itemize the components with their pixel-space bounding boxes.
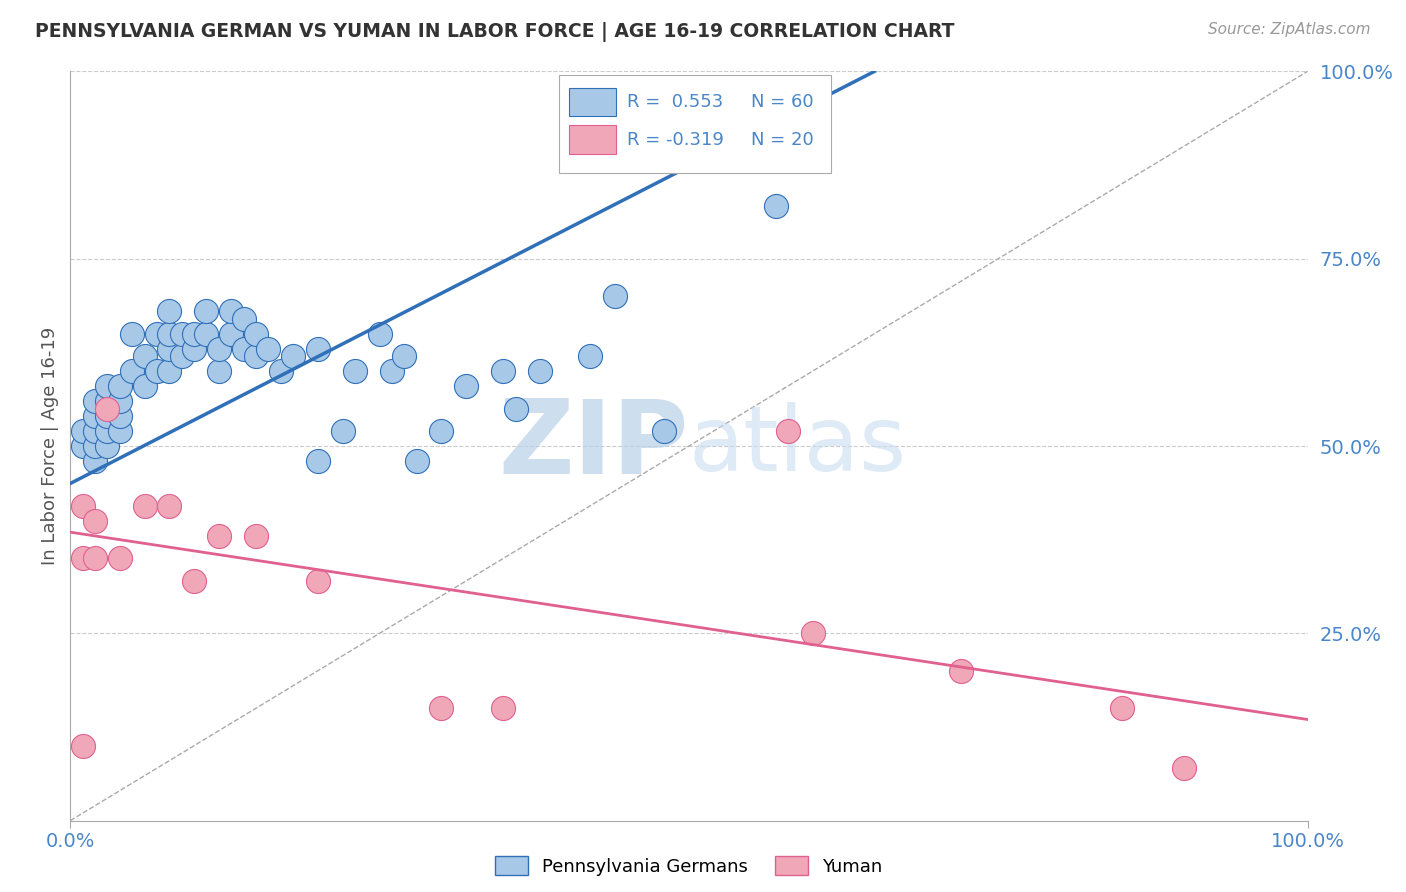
Point xyxy=(157,326,180,341)
Point xyxy=(72,424,94,438)
Point xyxy=(219,304,242,318)
Point xyxy=(108,424,131,438)
Point xyxy=(281,349,304,363)
Point xyxy=(245,349,267,363)
Point xyxy=(84,439,107,453)
Point xyxy=(84,424,107,438)
Text: N = 20: N = 20 xyxy=(751,130,814,149)
Point xyxy=(72,739,94,753)
Point xyxy=(492,364,515,378)
Point xyxy=(183,326,205,341)
Point xyxy=(84,514,107,528)
Point xyxy=(270,364,292,378)
Point xyxy=(430,701,453,715)
Point xyxy=(96,379,118,393)
Text: N = 60: N = 60 xyxy=(751,93,814,112)
Point xyxy=(492,701,515,715)
Point xyxy=(1173,761,1195,775)
Point xyxy=(529,364,551,378)
Legend: Pennsylvania Germans, Yuman: Pennsylvania Germans, Yuman xyxy=(488,849,890,883)
Point xyxy=(579,349,602,363)
Point xyxy=(505,401,527,416)
Point xyxy=(146,364,169,378)
Point xyxy=(157,364,180,378)
Point xyxy=(96,439,118,453)
Point xyxy=(307,342,329,356)
Point xyxy=(307,574,329,588)
Point xyxy=(84,394,107,409)
Text: atlas: atlas xyxy=(689,402,907,490)
Point xyxy=(307,454,329,468)
Point xyxy=(157,342,180,356)
Point xyxy=(170,326,193,341)
Point xyxy=(232,311,254,326)
Point xyxy=(195,304,218,318)
FancyBboxPatch shape xyxy=(569,125,616,153)
Point xyxy=(652,424,675,438)
Point xyxy=(765,199,787,213)
Text: PENNSYLVANIA GERMAN VS YUMAN IN LABOR FORCE | AGE 16-19 CORRELATION CHART: PENNSYLVANIA GERMAN VS YUMAN IN LABOR FO… xyxy=(35,22,955,42)
Point xyxy=(84,551,107,566)
Point xyxy=(208,364,231,378)
Point xyxy=(343,364,366,378)
Point xyxy=(134,349,156,363)
Point xyxy=(257,342,280,356)
Point xyxy=(394,349,416,363)
Point xyxy=(183,574,205,588)
Point xyxy=(108,379,131,393)
Y-axis label: In Labor Force | Age 16-19: In Labor Force | Age 16-19 xyxy=(41,326,59,566)
FancyBboxPatch shape xyxy=(560,75,831,172)
Point xyxy=(232,342,254,356)
Point xyxy=(368,326,391,341)
FancyBboxPatch shape xyxy=(569,87,616,116)
Point xyxy=(801,626,824,640)
Point xyxy=(170,349,193,363)
Point xyxy=(219,326,242,341)
Point xyxy=(96,409,118,423)
Point xyxy=(245,326,267,341)
Point xyxy=(134,499,156,513)
Point xyxy=(108,409,131,423)
Point xyxy=(72,499,94,513)
Point xyxy=(381,364,404,378)
Point xyxy=(208,529,231,543)
Point xyxy=(72,439,94,453)
Point xyxy=(96,401,118,416)
Point xyxy=(96,424,118,438)
Point xyxy=(121,364,143,378)
Point xyxy=(456,379,478,393)
Text: Source: ZipAtlas.com: Source: ZipAtlas.com xyxy=(1208,22,1371,37)
Point xyxy=(245,529,267,543)
Point xyxy=(776,424,799,438)
Text: R = -0.319: R = -0.319 xyxy=(627,130,724,149)
Point xyxy=(108,551,131,566)
Point xyxy=(208,342,231,356)
Point xyxy=(108,394,131,409)
Point xyxy=(430,424,453,438)
Point xyxy=(157,499,180,513)
Text: R =  0.553: R = 0.553 xyxy=(627,93,723,112)
Text: ZIP: ZIP xyxy=(499,395,689,497)
Point xyxy=(332,424,354,438)
Point xyxy=(96,394,118,409)
Point xyxy=(183,342,205,356)
Point xyxy=(134,379,156,393)
Point xyxy=(84,454,107,468)
Point xyxy=(121,326,143,341)
Point xyxy=(603,289,626,303)
Point xyxy=(405,454,427,468)
Point xyxy=(84,409,107,423)
Point xyxy=(146,326,169,341)
Point xyxy=(72,551,94,566)
Point xyxy=(1111,701,1133,715)
Point xyxy=(157,304,180,318)
Point xyxy=(195,326,218,341)
Point xyxy=(950,664,973,678)
